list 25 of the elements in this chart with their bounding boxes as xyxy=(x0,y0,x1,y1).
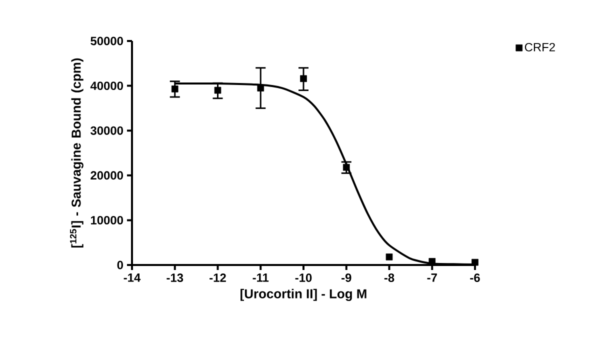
point xyxy=(257,84,264,92)
y-tick-label: 0 xyxy=(117,260,123,270)
point xyxy=(342,164,350,171)
x-tick-label: -14 xyxy=(124,274,141,282)
x-tick-label: -12 xyxy=(210,274,226,282)
x-tick-label: -8 xyxy=(384,274,394,282)
point xyxy=(300,75,307,82)
point xyxy=(472,258,478,266)
x-tick-label: -10 xyxy=(295,274,312,282)
x-tick-label: -13 xyxy=(166,274,184,282)
x-tick-label: -7 xyxy=(427,274,437,282)
y-tick-label: 30000 xyxy=(90,126,123,135)
point xyxy=(386,254,393,260)
y-tick-label: 50000 xyxy=(90,36,123,46)
point xyxy=(171,86,178,92)
y-tick-label: 20000 xyxy=(90,171,123,180)
x-tick-label: -9 xyxy=(342,274,352,282)
y-tick-label: 40000 xyxy=(90,82,123,90)
legend-label: CRF2 xyxy=(524,42,555,52)
y-tick-label: 10000 xyxy=(90,216,123,224)
x-axis-title: [Urocortin II] - Log M xyxy=(240,288,366,301)
x-tick-label: -11 xyxy=(252,274,269,282)
y-axis-title: [$^{125}$I] - Sauvagine Bound (cpm) xyxy=(70,58,84,248)
point xyxy=(214,86,222,94)
x-tick-label: -6 xyxy=(470,274,480,282)
